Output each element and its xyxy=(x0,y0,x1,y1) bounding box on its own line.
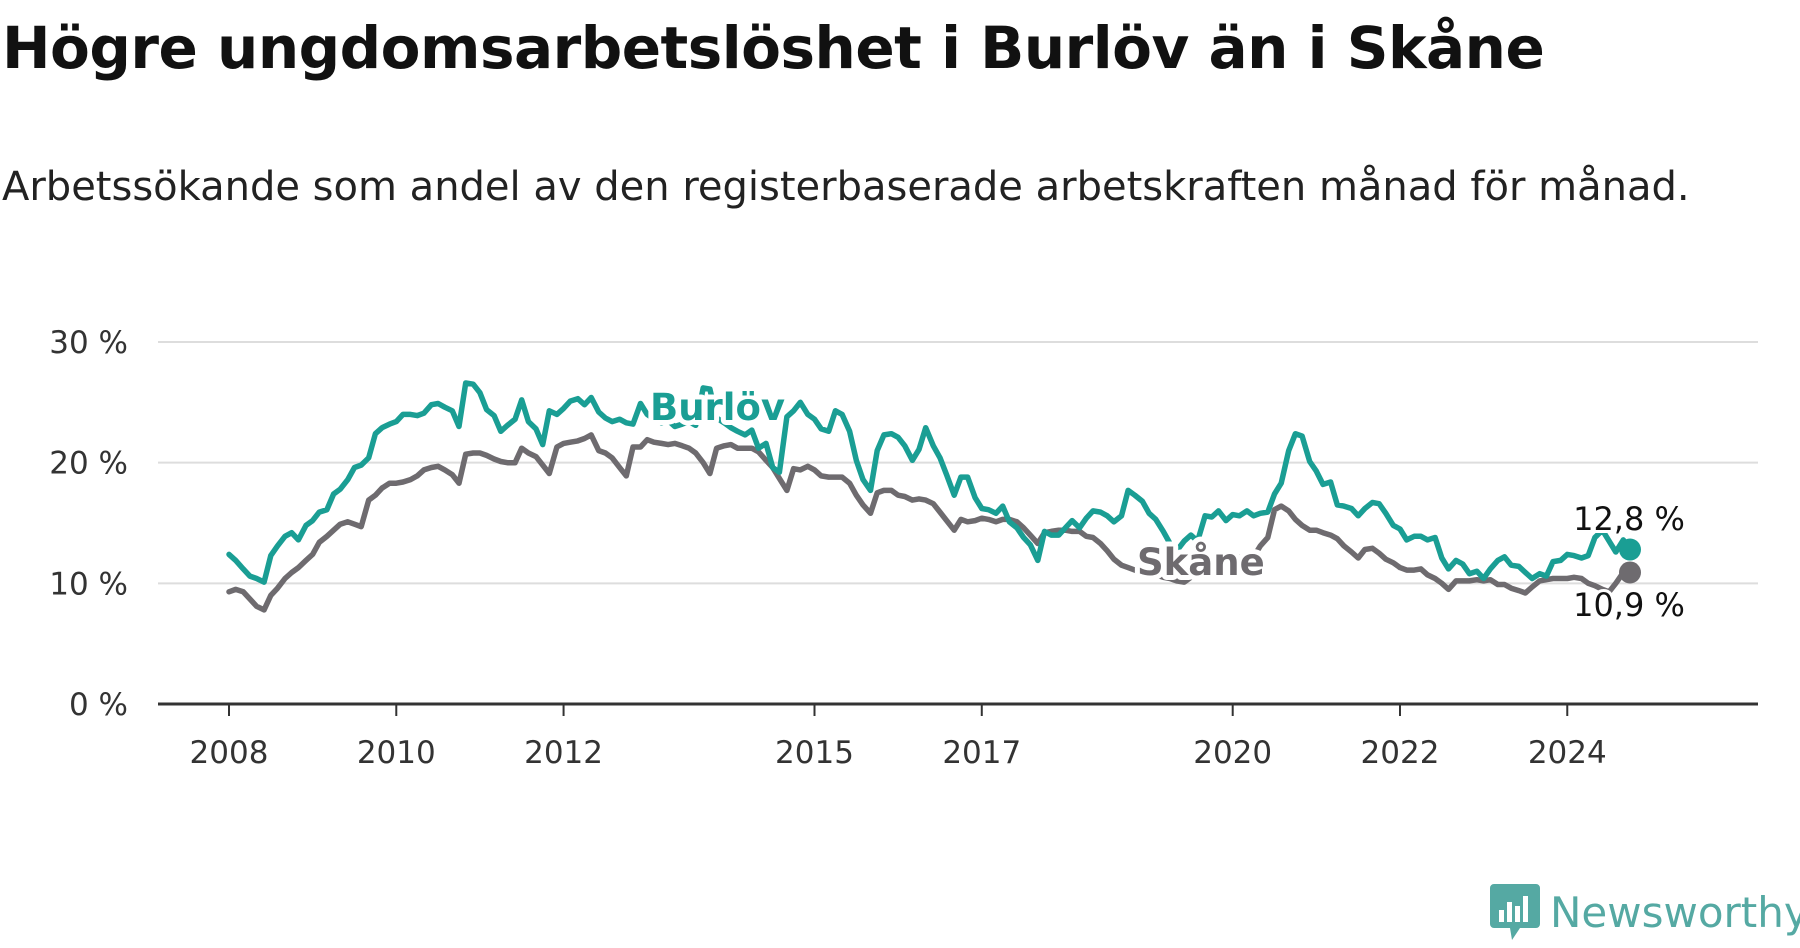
series-lines xyxy=(226,380,1641,613)
end-value-skane: 10,9 % xyxy=(1573,586,1685,624)
x-tick-label: 2020 xyxy=(1193,735,1272,771)
x-tick-label: 2022 xyxy=(1361,735,1440,771)
y-tick-label: 10 % xyxy=(49,566,128,602)
x-tick-label: 2012 xyxy=(524,735,603,771)
brand-name: Newsworthy xyxy=(1550,887,1800,937)
x-tick-label: 2017 xyxy=(942,735,1021,771)
chart-title: Högre ungdomsarbetslöshet i Burlöv än i … xyxy=(2,14,1545,82)
series-line-burlov xyxy=(226,380,1633,585)
series-name-skane: Skåne xyxy=(1137,541,1265,584)
series-labels: Burlöv Skåne 12,8 % 10,9 % xyxy=(645,381,1688,627)
newsworthy-brand[interactable]: Newsworthy xyxy=(1490,884,1800,940)
x-axis-ticks: 2008 2010 2012 2015 2017 2020 2022 2024 xyxy=(190,704,1607,771)
end-point-skane xyxy=(1619,561,1641,584)
series-line-skane xyxy=(226,432,1633,613)
x-tick-label: 2024 xyxy=(1528,735,1607,771)
end-value-burlov: 12,8 % xyxy=(1573,500,1685,538)
x-tick-label: 2015 xyxy=(775,735,854,771)
end-point-burlov xyxy=(1619,538,1641,561)
y-tick-label: 20 % xyxy=(49,446,128,482)
y-tick-label: 30 % xyxy=(49,325,128,361)
chart-subtitle: Arbetssökande som andel av den registerb… xyxy=(2,164,1690,210)
x-tick-label: 2008 xyxy=(190,735,269,771)
newsworthy-logo-icon xyxy=(1490,884,1540,940)
gridlines xyxy=(158,341,1758,585)
y-axis-ticks: 0 % 10 % 20 % 30 % xyxy=(49,325,128,723)
series-name-burlov: Burlöv xyxy=(650,386,785,429)
y-tick-label: 0 % xyxy=(69,687,128,723)
x-tick-label: 2010 xyxy=(357,735,436,771)
